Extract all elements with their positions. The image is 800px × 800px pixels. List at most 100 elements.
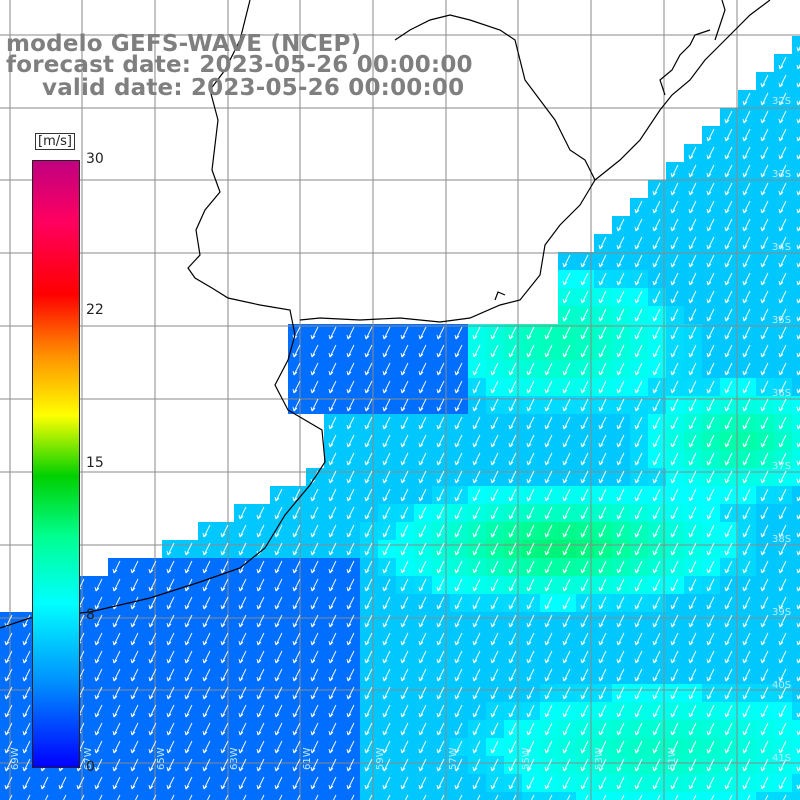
wind-arrow (562, 686, 571, 700)
wind-arrow (760, 614, 769, 628)
wind-arrow (490, 344, 499, 358)
wind-arrow (580, 722, 589, 736)
wind-arrow (472, 758, 481, 772)
wind-arrow (184, 668, 193, 682)
wind-arrow (580, 380, 589, 394)
wind-arrow (436, 632, 445, 646)
wind-arrow (580, 434, 589, 448)
wind-arrow (130, 578, 139, 592)
wind-arrow (544, 434, 553, 448)
wind-arrow (490, 632, 499, 646)
wind-arrow (634, 596, 643, 610)
wind-arrow (598, 506, 607, 520)
wind-arrow (760, 398, 769, 412)
wind-arrow (310, 398, 319, 412)
wind-arrow (508, 560, 517, 574)
wind-arrow (364, 596, 373, 610)
wind-arrow (472, 434, 481, 448)
wind-arrow (98, 794, 103, 800)
wind-arrow (580, 308, 589, 322)
wind-arrow (490, 398, 499, 412)
wind-arrow (634, 200, 643, 214)
wind-arrow (436, 416, 445, 430)
wind-arrow (292, 542, 301, 556)
ocean-cell (0, 792, 18, 800)
wind-arrow (598, 722, 607, 736)
wind-arrow (652, 326, 661, 340)
wind-arrow (724, 182, 733, 196)
wind-arrow (706, 740, 715, 754)
wind-arrow (94, 578, 103, 592)
wind-arrow (670, 434, 679, 448)
wind-arrow (760, 236, 769, 250)
wind-arrow (670, 362, 679, 376)
ocean-cell (792, 468, 800, 486)
ocean-cell (792, 648, 800, 666)
wind-arrow (742, 416, 751, 430)
wind-arrow (580, 776, 589, 790)
wind-arrow (580, 416, 589, 430)
ocean-cell (234, 792, 252, 800)
wind-arrow (778, 344, 787, 358)
wind-arrow (260, 794, 265, 800)
wind-arrow (382, 434, 391, 448)
ocean-cell (792, 396, 800, 414)
wind-arrow (778, 578, 787, 592)
wind-arrow (634, 740, 643, 754)
wind-arrow (310, 632, 319, 646)
wind-arrow (724, 650, 733, 664)
wind-arrow (742, 524, 751, 538)
ocean-cell (360, 792, 378, 800)
wind-arrow (760, 128, 769, 142)
ocean-cell (792, 180, 800, 198)
wind-arrow (724, 326, 733, 340)
wind-arrow (346, 470, 355, 484)
wind-arrow (508, 686, 517, 700)
lat-label: 41S (772, 753, 791, 764)
wind-arrow (742, 344, 751, 358)
wind-arrow (238, 578, 247, 592)
wind-arrow (472, 596, 481, 610)
wind-arrow (634, 272, 643, 286)
wind-arrow (688, 326, 697, 340)
wind-arrow (688, 614, 697, 628)
wind-arrow (364, 614, 373, 628)
wind-arrow (670, 704, 679, 718)
wind-arrow (652, 182, 661, 196)
wind-arrow (580, 362, 589, 376)
wind-arrow (472, 650, 481, 664)
wind-arrow (688, 758, 697, 772)
wind-arrow (292, 704, 301, 718)
wind-arrow (292, 758, 301, 772)
wind-arrow (724, 776, 733, 790)
wind-arrow (616, 326, 625, 340)
wind-arrow (652, 560, 661, 574)
wind-arrow (490, 380, 499, 394)
wind-arrow (526, 704, 535, 718)
wind-arrow (760, 290, 769, 304)
wind-arrow (310, 506, 319, 520)
wind-arrow (562, 650, 571, 664)
wind-arrow (418, 668, 427, 682)
wind-arrow (310, 362, 319, 376)
wind-arrow (688, 650, 697, 664)
wind-arrow (310, 614, 319, 628)
wind-arrow (238, 668, 247, 682)
wind-arrow (454, 632, 463, 646)
wind-arrow (400, 326, 409, 340)
wind-arrow (634, 758, 643, 772)
wind-arrow (580, 650, 589, 664)
ocean-cell (792, 54, 800, 72)
wind-arrow (706, 524, 715, 538)
wind-arrow (94, 614, 103, 628)
wind-arrow (508, 596, 517, 610)
wind-arrow (616, 308, 625, 322)
wind-arrow (526, 524, 535, 538)
wind-arrow (760, 668, 769, 682)
wind-arrow (742, 146, 751, 160)
wind-arrow (148, 758, 157, 772)
wind-arrow (130, 704, 139, 718)
wind-arrow (724, 632, 733, 646)
wind-arrow (220, 614, 229, 628)
wind-arrow (436, 722, 445, 736)
